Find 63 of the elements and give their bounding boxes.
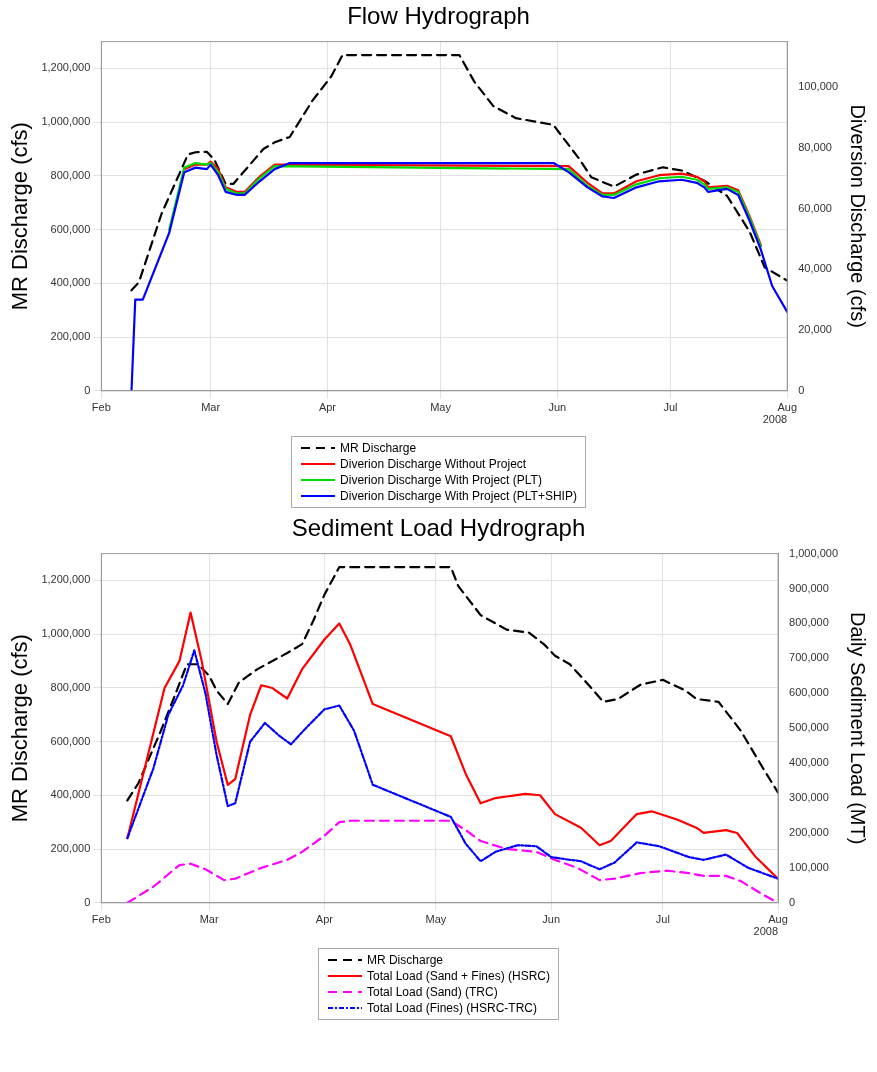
x-tick-label: Mar (199, 913, 219, 926)
y2-tick-label: 40,000 (798, 262, 832, 275)
x-tick-label: May (430, 401, 452, 414)
x-tick-label: Apr (318, 401, 337, 414)
legend-label: Diverion Discharge Without Project (340, 456, 527, 472)
y-axis-title: MR Discharge (cfs) (7, 634, 33, 823)
x-tick-label: Jul (663, 401, 678, 414)
y2-tick-label: 400,000 (789, 756, 829, 769)
text: 2008 (753, 925, 779, 938)
x-tick-label: Feb (91, 401, 111, 414)
y2-tick-label: 800,000 (789, 616, 829, 629)
legend-label: Diverion Discharge With Project (PLT) (340, 472, 542, 488)
x-tick-label: Aug (768, 913, 788, 926)
chart-title: Sediment Load Hydrograph (290, 513, 587, 543)
y-tick-label: 600,000 (50, 222, 91, 235)
x-tick-label: Mar (201, 401, 221, 414)
y-tick-label: 400,000 (50, 276, 91, 289)
y2-tick-label: 300,000 (789, 791, 829, 804)
y2-tick-label: 900,000 (789, 581, 829, 594)
y-tick-label: 400,000 (50, 788, 91, 801)
x-tick-label: Feb (91, 913, 111, 926)
y-tick-label: 1,000,000 (41, 115, 91, 128)
y-tick-label: 1,200,000 (41, 61, 91, 74)
y2-tick-label: 20,000 (798, 323, 832, 336)
y2-tick-label: 200,000 (789, 825, 829, 838)
y-tick-label: 800,000 (50, 680, 91, 693)
y-tick-label: 200,000 (50, 330, 91, 343)
y2-tick-label: 700,000 (789, 651, 829, 664)
y-tick-label: 0 (84, 895, 91, 908)
y-tick-label: 200,000 (50, 842, 91, 855)
line-series (130, 53, 788, 292)
y2-tick-label: 0 (789, 895, 796, 908)
y2-axis-title: Diversion Discharge (cfs) (847, 104, 870, 328)
y2-tick-label: 100,000 (789, 860, 829, 873)
y-tick-label: 1,200,000 (41, 573, 91, 586)
y2-tick-label: 1,000,000 (789, 546, 838, 559)
y2-tick-label: 60,000 (798, 201, 832, 214)
x-tick-label: Jun (542, 913, 561, 926)
legend-label: Diverion Discharge With Project (PLT+SHIP) (340, 488, 577, 504)
text: 2008 (762, 413, 788, 426)
y2-tick-label: 100,000 (798, 80, 838, 93)
line-series (126, 565, 779, 802)
y-tick-label: 1,000,000 (41, 627, 91, 640)
x-tick-label: Apr (315, 913, 334, 926)
legend-label: Total Load (Sand + Fines) (HSRC) (366, 968, 551, 984)
x-tick-label: May (425, 913, 447, 926)
legend-label: MR Discharge (366, 952, 443, 968)
legend-label: MR Discharge (340, 440, 417, 456)
y-axis-title: MR Discharge (cfs) (7, 122, 33, 311)
y2-tick-label: 500,000 (789, 721, 829, 734)
y2-axis-title: Daily Sediment Load (MT) (847, 612, 870, 845)
y2-tick-label: 80,000 (798, 140, 832, 153)
legend-label: Total Load (Sand) (TRC) (366, 984, 498, 1000)
y2-tick-label: 0 (798, 383, 805, 396)
chart-title: Flow Hydrograph (346, 1, 531, 31)
y-tick-label: 0 (84, 383, 91, 396)
legend-label: Total Load (Fines) (HSRC-TRC) (366, 1000, 537, 1016)
x-tick-label: Jul (655, 913, 670, 926)
y-tick-label: 800,000 (50, 168, 91, 181)
y2-tick-label: 600,000 (789, 686, 829, 699)
y-tick-label: 600,000 (50, 734, 91, 747)
x-tick-label: Aug (777, 401, 798, 414)
x-tick-label: Jun (548, 401, 567, 414)
